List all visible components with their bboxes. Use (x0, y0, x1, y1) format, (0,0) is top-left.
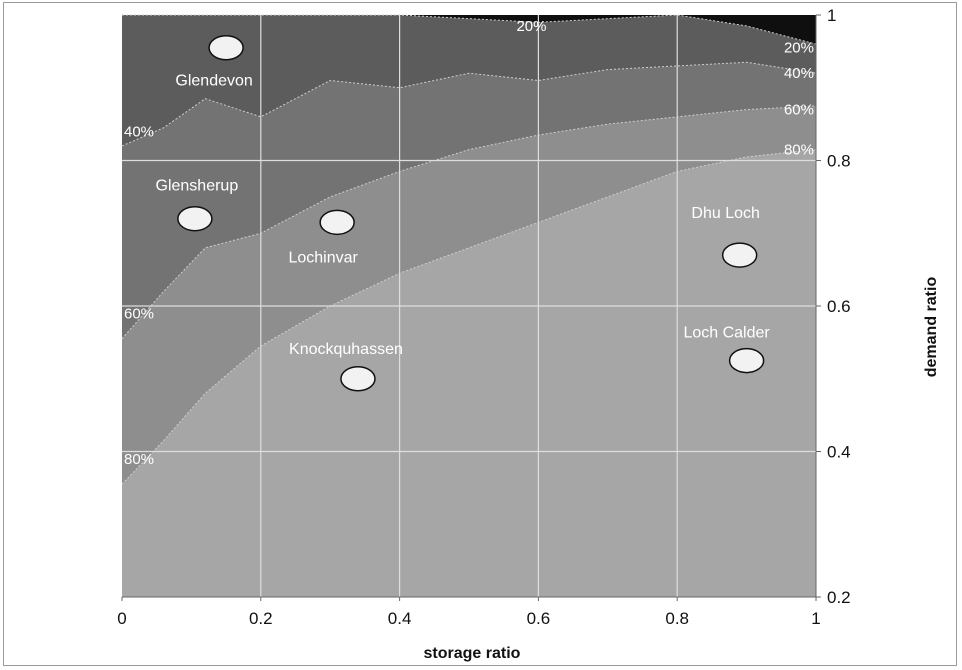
site-markers: Glendevon Glensherup Lochinvar Knockquhasse… (156, 34, 770, 392)
contour-label: 40% (124, 123, 154, 140)
site-label: Loch Calder (683, 325, 770, 342)
contour-label: 40% (784, 65, 814, 82)
site-marker (208, 34, 244, 61)
x-tick-label: 0.6 (527, 609, 551, 628)
x-tick-label: 0.8 (665, 609, 689, 628)
y-tick-label: 0.8 (827, 152, 851, 171)
site-label: Lochinvar (288, 249, 358, 266)
chart-frame: 0 0.2 0.4 0.6 0.8 1 0.2 0.4 0.6 0.8 1 20% 20% 40% 60%… (3, 2, 957, 666)
x-axis-title: storage ratio (424, 645, 521, 662)
site-label: Glendevon (175, 73, 252, 90)
contour-label: 60% (784, 102, 814, 119)
x-tick-label: 0 (117, 609, 126, 628)
x-tick-label: 0.4 (388, 609, 412, 628)
site-label: Dhu Loch (691, 205, 760, 222)
site-label: Knockquhassen (289, 341, 403, 358)
band-80pct (122, 149, 816, 597)
contour-label: 20% (784, 40, 814, 57)
contour-chart: 0 0.2 0.4 0.6 0.8 1 0.2 0.4 0.6 0.8 1 20% 20% 40% 60%… (117, 6, 940, 662)
y-tick-label: 0.4 (827, 443, 851, 462)
y-tick-label: 1 (827, 6, 836, 25)
site-marker (340, 366, 376, 392)
site-label: Glensherup (156, 178, 239, 195)
y-axis-title: demand ratio (923, 277, 940, 378)
y-tick-label: 0.2 (827, 588, 851, 607)
contour-line-80pct (121, 149, 817, 485)
site-marker (177, 205, 213, 232)
contour-label: 20% (516, 18, 546, 35)
contour-line-20pct (122, 14, 817, 45)
y-tick-label: 0.6 (827, 297, 851, 316)
contour-labels: 20% 20% 40% 60% 80% 40% 60% 80% (124, 18, 814, 468)
contour-label: 60% (124, 305, 154, 322)
site-marker (721, 242, 758, 268)
gridlines (122, 15, 816, 597)
x-tick-label: 0.2 (249, 609, 273, 628)
contour-label: 80% (784, 142, 814, 159)
x-tick-label: 1 (811, 609, 820, 628)
site-marker (319, 209, 355, 236)
contour-label: 80% (124, 451, 154, 468)
axes: 0 0.2 0.4 0.6 0.8 1 0.2 0.4 0.6 0.8 1 (117, 6, 850, 628)
site-marker (728, 347, 765, 374)
